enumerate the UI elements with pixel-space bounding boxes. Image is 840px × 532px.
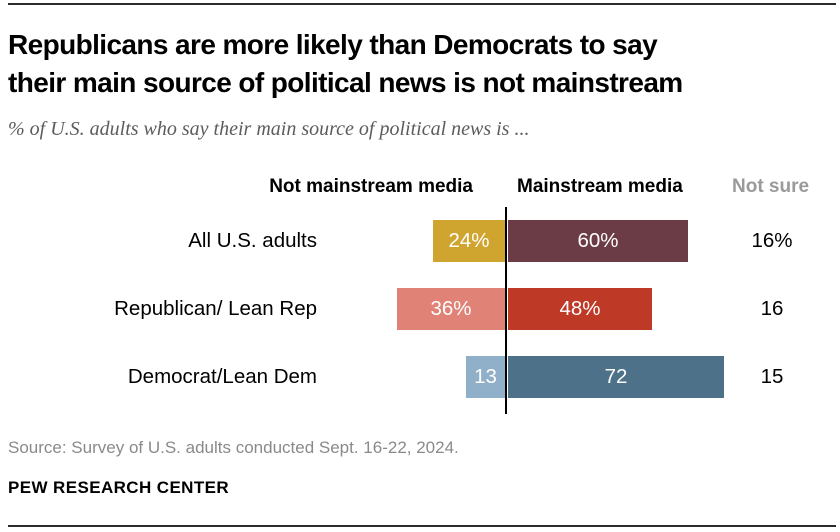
page-title-line-2: their main source of political news is n… (8, 67, 683, 98)
column-header-mainstream: Mainstream media (517, 176, 683, 197)
bar-value-label: 24% (448, 229, 490, 252)
brand-footer: PEW RESEARCH CENTER (8, 478, 230, 497)
row-label: Democrat/Lean Dem (127, 365, 317, 388)
bar-mainstream: 72 (508, 356, 724, 398)
chart-row-republican: Republican/ Lean Rep 36% 48% 16 (0, 288, 840, 330)
column-header-not-mainstream: Not mainstream media (269, 176, 473, 197)
bar-value-label: 13 (474, 365, 497, 388)
page-title: Republicans are more likely than Democra… (8, 26, 683, 102)
row-label: Republican/ Lean Rep (114, 297, 317, 320)
top-rule (8, 3, 836, 5)
source-note: Source: Survey of U.S. adults conducted … (8, 438, 459, 457)
not-sure-value: 16% (751, 229, 793, 252)
bar-value-label: 48% (559, 297, 601, 320)
chart-subtitle: % of U.S. adults who say their main sour… (8, 118, 530, 140)
bar-value-label: 72 (604, 365, 628, 388)
chart-row-democrat: Democrat/Lean Dem 13 72 15 (0, 356, 840, 398)
bar-not-mainstream: 36% (397, 288, 505, 330)
bar-not-mainstream: 13 (466, 356, 505, 398)
column-header-not-sure: Not sure (732, 176, 810, 197)
bar-not-mainstream: 24% (433, 220, 505, 262)
bar-mainstream: 48% (508, 288, 652, 330)
not-sure-value: 15 (760, 365, 784, 388)
diverging-bar-chart: Not mainstream media Mainstream media No… (0, 176, 840, 414)
bar-value-label: 60% (577, 229, 619, 252)
bar-value-label: 36% (430, 297, 472, 320)
row-label: All U.S. adults (188, 229, 317, 252)
axis-line (505, 207, 507, 414)
page-title-line-1: Republicans are more likely than Democra… (8, 29, 658, 60)
chart-row-all-us-adults: All U.S. adults 24% 60% 16% (0, 220, 840, 262)
not-sure-value: 16 (760, 297, 784, 320)
bottom-rule (8, 525, 836, 527)
bar-mainstream: 60% (508, 220, 688, 262)
